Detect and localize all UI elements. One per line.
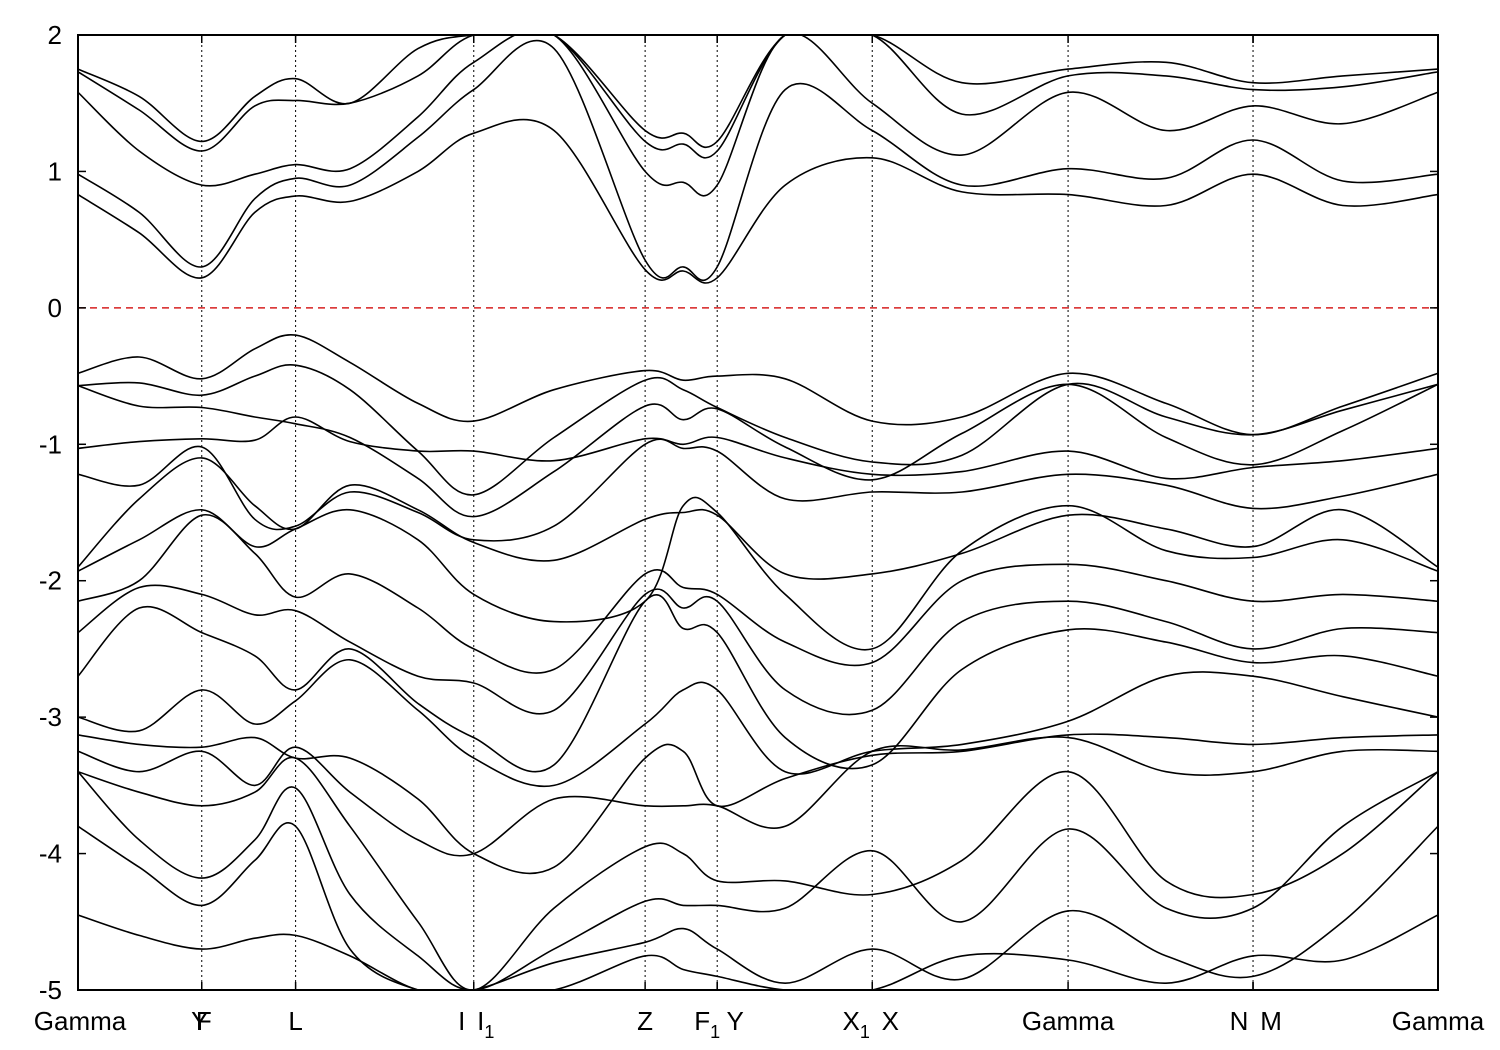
y-axis-ticks: 2 1 0 -1 -2 -3 -4 -5 [39, 20, 1438, 1005]
kpoint-label: F [196, 1006, 212, 1036]
band-line-6 [78, 457, 1438, 580]
y-tick-label: -4 [39, 839, 62, 869]
kpoint-label: X [882, 1006, 899, 1036]
band-line-13 [78, 736, 1438, 857]
y-tick-label: 2 [48, 20, 62, 50]
y-tick-label: 0 [48, 293, 62, 323]
band-line-8 [78, 514, 1438, 674]
band-line-1 [78, 333, 1438, 436]
band-line-18 [78, 118, 1438, 284]
band-line-16 [78, 822, 1438, 990]
plot-frame [77, 34, 1439, 991]
band-line-19 [78, 39, 1438, 282]
x-axis-kpoint-labels: Gamma YF L I I1 Z F1 Y X1 X Gamma N M Gamma [34, 35, 1485, 1042]
y-tick-label: -5 [39, 975, 62, 1005]
kpoint-label: L [288, 1006, 302, 1036]
kpoint-label: Gamma [1392, 1006, 1485, 1036]
band-line-7 [78, 496, 1438, 651]
band-line-20 [78, 35, 1438, 197]
band-line-9 [78, 584, 1438, 716]
band-line-11 [78, 658, 1438, 788]
band-line-5 [78, 438, 1438, 542]
band-line-12 [78, 733, 1438, 875]
band-line-3 [78, 383, 1438, 518]
kpoint-label: Y [191, 1006, 208, 1036]
y-tick-label: -3 [39, 702, 62, 732]
y-tick-label: -2 [39, 566, 62, 596]
band-line-17 [78, 914, 1438, 990]
kpoint-lines [201, 35, 1254, 990]
kpoint-label: N [1230, 1006, 1249, 1036]
kpoint-label: F1 [694, 1006, 720, 1042]
kpoint-label: Gamma [1022, 1006, 1115, 1036]
band-line-10 [78, 594, 1438, 773]
band-line-4 [78, 416, 1438, 480]
kpoint-label: Y [727, 1006, 744, 1036]
kpoint-label: I [458, 1006, 465, 1036]
band-line-22 [78, 35, 1438, 149]
kpoint-label: Z [637, 1006, 653, 1036]
band-line-2 [78, 364, 1438, 496]
kpoint-label: Gamma [34, 1006, 127, 1036]
kpoint-label: I1 [477, 1006, 494, 1042]
band-lines [78, 35, 1438, 990]
kpoint-label: X1 [843, 1006, 870, 1042]
y-tick-label: -1 [39, 429, 62, 459]
kpoint-label: M [1260, 1006, 1282, 1036]
band-line-14 [78, 756, 1438, 990]
y-tick-label: 1 [48, 156, 62, 186]
band-line-21 [78, 35, 1438, 159]
band-line-15 [78, 771, 1438, 990]
